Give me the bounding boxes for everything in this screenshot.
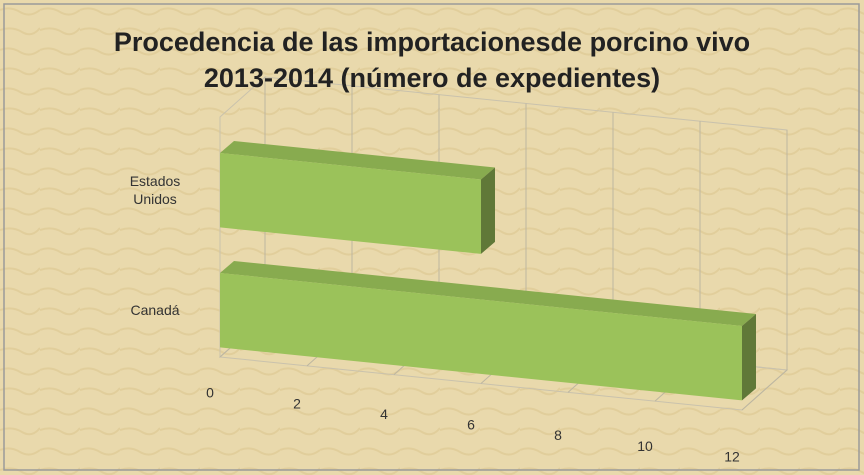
grid-line	[741, 130, 788, 411]
x-tick-label: 2	[293, 395, 301, 411]
y-tick-label: Canadá	[130, 302, 180, 319]
x-tick-label: 12	[724, 449, 740, 465]
x-tick-label: 8	[554, 427, 562, 443]
x-tick-label: 6	[467, 417, 475, 433]
x-tick-label: 4	[380, 406, 388, 422]
bar-top	[220, 261, 756, 326]
x-tick-label: 0	[206, 385, 214, 401]
bar-front	[220, 273, 742, 401]
bar-side	[742, 314, 756, 401]
bar-top	[220, 141, 495, 180]
frame	[3, 3, 860, 471]
chart-title: Procedencia de las importacionesde porci…	[113, 27, 751, 93]
y-tick-label: Estados Unidos	[129, 173, 181, 208]
bar	[220, 261, 756, 401]
bar	[220, 141, 495, 254]
bar-front	[220, 153, 481, 254]
bar-side	[481, 167, 495, 254]
x-tick-label: 10	[637, 438, 653, 454]
